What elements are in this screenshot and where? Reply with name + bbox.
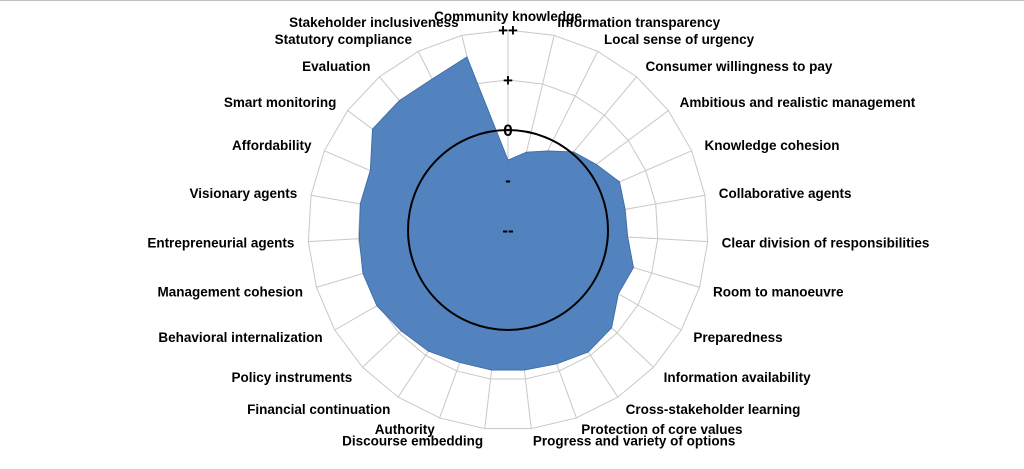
category-label: Room to manoeuvre bbox=[713, 284, 844, 299]
category-label: Statutory compliance bbox=[275, 32, 413, 47]
category-label: Entrepreneurial agents bbox=[147, 235, 294, 250]
tick-label: 0 bbox=[503, 121, 512, 140]
category-label: Protection of core values bbox=[581, 422, 742, 437]
category-label: Community knowledge bbox=[434, 9, 582, 24]
category-label: Preparedness bbox=[693, 330, 782, 345]
category-label: Management cohesion bbox=[157, 284, 303, 299]
category-label: Collaborative agents bbox=[719, 186, 852, 201]
category-label: Visionary agents bbox=[189, 186, 297, 201]
zero-reference bbox=[407, 129, 609, 331]
radar-series bbox=[358, 56, 634, 371]
category-label: Clear division of responsibilities bbox=[722, 235, 930, 250]
category-label: Authority bbox=[375, 422, 435, 437]
category-label: Information transparency bbox=[557, 15, 720, 30]
category-label: Affordability bbox=[232, 138, 312, 153]
category-label: Cross-stakeholder learning bbox=[626, 402, 801, 417]
category-label: Evaluation bbox=[302, 59, 370, 74]
category-label: Ambitious and realistic management bbox=[680, 95, 916, 110]
tick-label: -- bbox=[502, 221, 513, 240]
category-label: Local sense of urgency bbox=[604, 32, 755, 47]
category-label: Financial continuation bbox=[247, 402, 390, 417]
tick-label: - bbox=[505, 171, 511, 190]
tick-label: ++ bbox=[498, 21, 518, 40]
series-area bbox=[358, 56, 634, 371]
category-label: Policy instruments bbox=[232, 370, 353, 385]
top-border bbox=[0, 0, 1024, 1]
category-label: Smart monitoring bbox=[224, 95, 337, 110]
zero-reference-circle bbox=[407, 129, 609, 331]
category-label: Progress and variety of options bbox=[533, 434, 736, 449]
category-label: Discourse embedding bbox=[342, 434, 483, 449]
category-label: Knowledge cohesion bbox=[704, 138, 839, 153]
category-label: Information availability bbox=[664, 370, 812, 385]
grid-ring bbox=[307, 29, 709, 430]
category-label: Consumer willingness to pay bbox=[646, 59, 833, 74]
category-label: Behavioral internalization bbox=[158, 330, 322, 345]
category-label: Stakeholder inclusiveness bbox=[289, 15, 459, 30]
radial-tick-labels: ---0+++ bbox=[498, 21, 518, 240]
tick-label: + bbox=[503, 71, 513, 90]
